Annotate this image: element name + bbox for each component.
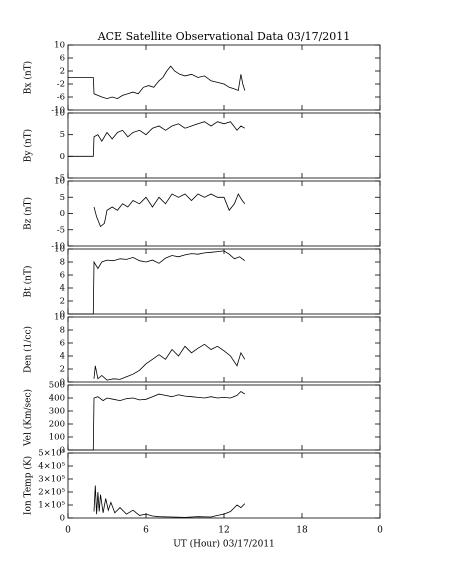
data-line (68, 390, 246, 451)
y-tick-label: 300 (49, 407, 65, 417)
y-tick-label: -10 (51, 242, 65, 252)
y-tick-label: 4 (60, 284, 65, 294)
y-tick-label: 0 (60, 152, 65, 162)
y-tick-label: -10 (51, 106, 65, 116)
y-tick-label: -2 (57, 80, 65, 90)
data-line (68, 65, 246, 100)
y-tick-label: 5 (60, 130, 65, 140)
y-axis-label: Ion Temp (K) (23, 456, 34, 515)
x-axis-label: UT (Hour) 03/17/2011 (173, 539, 275, 550)
y-tick-label: 5×10⁵ (38, 449, 65, 459)
y-tick-label: 10 (54, 245, 65, 255)
y-tick-label: 2 (60, 67, 65, 77)
y-tick-label: 3×10⁵ (38, 475, 65, 485)
y-axis-label: Bz (nT) (23, 197, 34, 230)
y-axis-label: Den (1/cc) (23, 326, 34, 373)
x-tick-label: 12 (218, 526, 229, 536)
y-axis-label: By (nT) (23, 129, 34, 162)
x-tick-label: 0 (65, 526, 71, 536)
x-tick-label: 18 (296, 526, 308, 536)
panel-frame (67, 384, 381, 451)
chart-title: ACE Satellite Observational Data 03/17/2… (97, 30, 351, 43)
y-tick-label: 100 (49, 433, 65, 443)
y-tick-label: 10 (54, 313, 65, 323)
y-tick-label: -5 (57, 225, 65, 235)
y-tick-label: -5 (57, 174, 65, 184)
panel-frame (67, 452, 381, 519)
y-tick-label: 2 (60, 297, 65, 307)
y-axis-label: Bx (nT) (23, 61, 34, 94)
y-tick-label: -6 (57, 93, 65, 103)
panel-frame (67, 316, 381, 383)
data-line (68, 250, 246, 315)
y-tick-label: 0 (60, 209, 65, 219)
y-tick-label: 0 (60, 514, 65, 524)
y-tick-label: 6 (60, 54, 65, 64)
data-line (93, 343, 246, 381)
y-tick-label: 6 (60, 271, 65, 281)
y-tick-label: 10 (54, 177, 65, 187)
y-tick-label: 0 (60, 378, 65, 388)
y-tick-label: 4 (60, 352, 65, 362)
y-tick-label: 5 (60, 193, 65, 203)
y-tick-label: 0 (60, 446, 65, 456)
y-tick-label: 8 (60, 326, 65, 336)
y-tick-label: 200 (49, 420, 65, 430)
panel-frame (67, 180, 381, 247)
y-tick-label: 1×10⁵ (38, 501, 65, 511)
data-line (93, 193, 246, 228)
x-tick-label: 0 (377, 526, 383, 536)
data-line (93, 485, 246, 518)
y-axis-label: Bt (nT) (23, 266, 34, 298)
y-tick-label: 4×10⁵ (38, 462, 65, 472)
y-tick-label: 6 (60, 339, 65, 349)
y-tick-label: 400 (49, 394, 65, 404)
y-tick-label: 2 (60, 365, 65, 375)
panel-frame (67, 44, 381, 111)
panel-frame (67, 112, 381, 179)
x-tick-label: 6 (143, 526, 149, 536)
panel-frame (67, 248, 381, 315)
y-tick-label: 2×10⁵ (38, 488, 65, 498)
data-line (68, 121, 245, 157)
y-tick-label: 10 (54, 41, 65, 51)
y-tick-label: 8 (60, 258, 65, 268)
y-tick-label: 10 (54, 109, 65, 119)
y-tick-label: 0 (60, 310, 65, 320)
y-axis-label: Vel (Km/sec) (23, 389, 34, 447)
y-tick-label: 500 (49, 381, 65, 391)
